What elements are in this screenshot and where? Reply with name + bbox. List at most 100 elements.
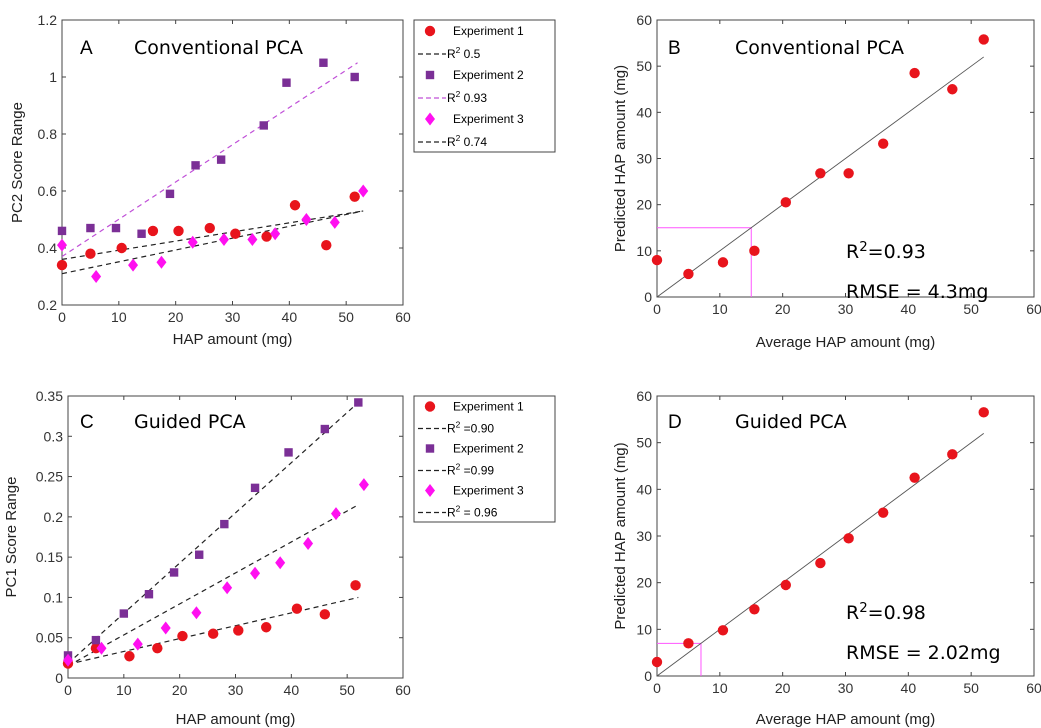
- x-tick-label: 60: [1026, 301, 1041, 317]
- stat-text: RMSE = 2.02mg: [846, 642, 1001, 664]
- data-point: [119, 609, 129, 618]
- fit-line: [61, 210, 364, 275]
- data-point: [177, 630, 188, 642]
- data-point: [169, 568, 179, 577]
- data-point: [289, 200, 301, 211]
- x-tick-label: 40: [282, 309, 298, 325]
- data-point: [291, 603, 303, 614]
- stat-text: R2=0.98: [846, 601, 926, 625]
- legend: Experiment 1 R2 0.5 Experiment 2 R2 0.93 Exp…: [413, 19, 556, 153]
- x-tick-label: 40: [284, 682, 300, 698]
- y-tick-label: 10: [636, 243, 652, 259]
- data-point: [358, 478, 369, 492]
- stat-text: RMSE = 4.3mg: [846, 281, 988, 303]
- data-point: [717, 625, 729, 636]
- legend-marker: [425, 112, 435, 126]
- data-point: [259, 121, 268, 130]
- panel-c: 0 10 20 30 40 50 60 0 0.05 0.1 0.15 0.2 0.25 0.3 0.35 H…: [3, 388, 556, 728]
- y-axis-label: PC2 Score Range: [9, 102, 26, 223]
- data-point: [683, 638, 694, 649]
- panel-letter: D: [668, 412, 682, 433]
- data-point: [978, 407, 989, 418]
- x-tick-label: 60: [395, 682, 411, 698]
- fit-line: [67, 504, 359, 667]
- legend-marker: [425, 444, 435, 453]
- y-tick-label: 0.4: [38, 240, 58, 256]
- data-point: [86, 223, 95, 233]
- y-tick-label: 0.05: [36, 630, 63, 646]
- data-point: [978, 34, 989, 45]
- panel-title: Conventional PCA: [735, 37, 904, 59]
- data-point: [843, 533, 854, 544]
- data-point: [147, 225, 159, 237]
- y-axis-label: PC1 Score Range: [3, 477, 20, 598]
- data-point: [815, 557, 826, 569]
- data-point: [156, 255, 167, 269]
- x-axis-label: Average HAP amount (mg): [756, 711, 936, 728]
- data-point: [56, 259, 68, 271]
- y-tick-label: 0: [644, 289, 652, 305]
- data-point: [815, 168, 826, 179]
- data-point: [749, 245, 760, 257]
- data-point: [349, 191, 360, 202]
- legend-label: R2 = 0.96: [447, 504, 498, 520]
- panel-letter: B: [668, 38, 681, 59]
- data-point: [270, 227, 281, 241]
- data-point: [91, 270, 102, 283]
- data-point: [331, 507, 341, 521]
- data-point: [947, 449, 958, 460]
- x-tick-label: 60: [1026, 680, 1041, 696]
- data-point: [321, 239, 332, 251]
- data-point: [275, 556, 286, 570]
- data-point: [222, 581, 233, 595]
- plot-area: [61, 19, 404, 306]
- data-point: [909, 67, 920, 79]
- data-point: [284, 448, 293, 457]
- plot-area: [67, 395, 404, 679]
- data-point: [350, 72, 359, 82]
- data-point: [220, 519, 229, 529]
- panel-letter: A: [80, 38, 93, 59]
- y-tick-label: 0: [55, 670, 63, 686]
- data-point: [303, 536, 314, 550]
- legend-label: Experiment 2: [453, 442, 524, 456]
- data-point: [165, 189, 175, 199]
- data-point: [128, 258, 139, 272]
- y-tick-label: 0.35: [36, 388, 63, 404]
- data-point: [195, 550, 204, 559]
- panel-d: 0 10 20 30 40 50 60 0 10 20 30 40 50 60 Average HAP am…: [612, 388, 1041, 728]
- x-tick-label: 30: [838, 680, 854, 696]
- data-point: [191, 161, 200, 170]
- legend-label: Experiment 1: [453, 24, 524, 38]
- data-point: [247, 232, 258, 246]
- x-tick-label: 20: [172, 682, 188, 698]
- fit-line: [656, 432, 985, 677]
- x-tick-label: 20: [775, 680, 791, 696]
- x-tick-label: 20: [168, 309, 184, 325]
- panel-b: 0 10 20 30 40 50 60 0 10 20 30 40 50 60 Average HAP am…: [612, 12, 1041, 351]
- data-point: [191, 606, 202, 620]
- data-point: [350, 580, 361, 591]
- x-tick-label: 40: [901, 680, 917, 696]
- y-tick-label: 1: [49, 69, 57, 85]
- x-tick-label: 0: [653, 301, 661, 317]
- data-point: [250, 483, 260, 493]
- x-tick-label: 10: [712, 301, 728, 317]
- fit-line: [61, 62, 358, 258]
- panel-title: Guided PCA: [134, 411, 246, 433]
- y-tick-label: 0.2: [44, 509, 64, 525]
- x-tick-label: 50: [339, 682, 355, 698]
- data-point: [319, 58, 328, 67]
- y-tick-label: 60: [636, 388, 652, 404]
- legend-label: Experiment 3: [453, 112, 524, 126]
- data-point: [320, 424, 330, 434]
- stat-text: R2=0.93: [846, 240, 926, 264]
- data-point: [780, 579, 792, 591]
- data-point: [261, 622, 272, 633]
- x-tick-label: 30: [838, 301, 854, 317]
- data-point: [132, 637, 143, 651]
- y-tick-label: 0.1: [44, 589, 64, 605]
- data-point: [651, 254, 663, 266]
- panel-title: Guided PCA: [735, 411, 847, 433]
- x-axis-label: HAP amount (mg): [173, 331, 293, 348]
